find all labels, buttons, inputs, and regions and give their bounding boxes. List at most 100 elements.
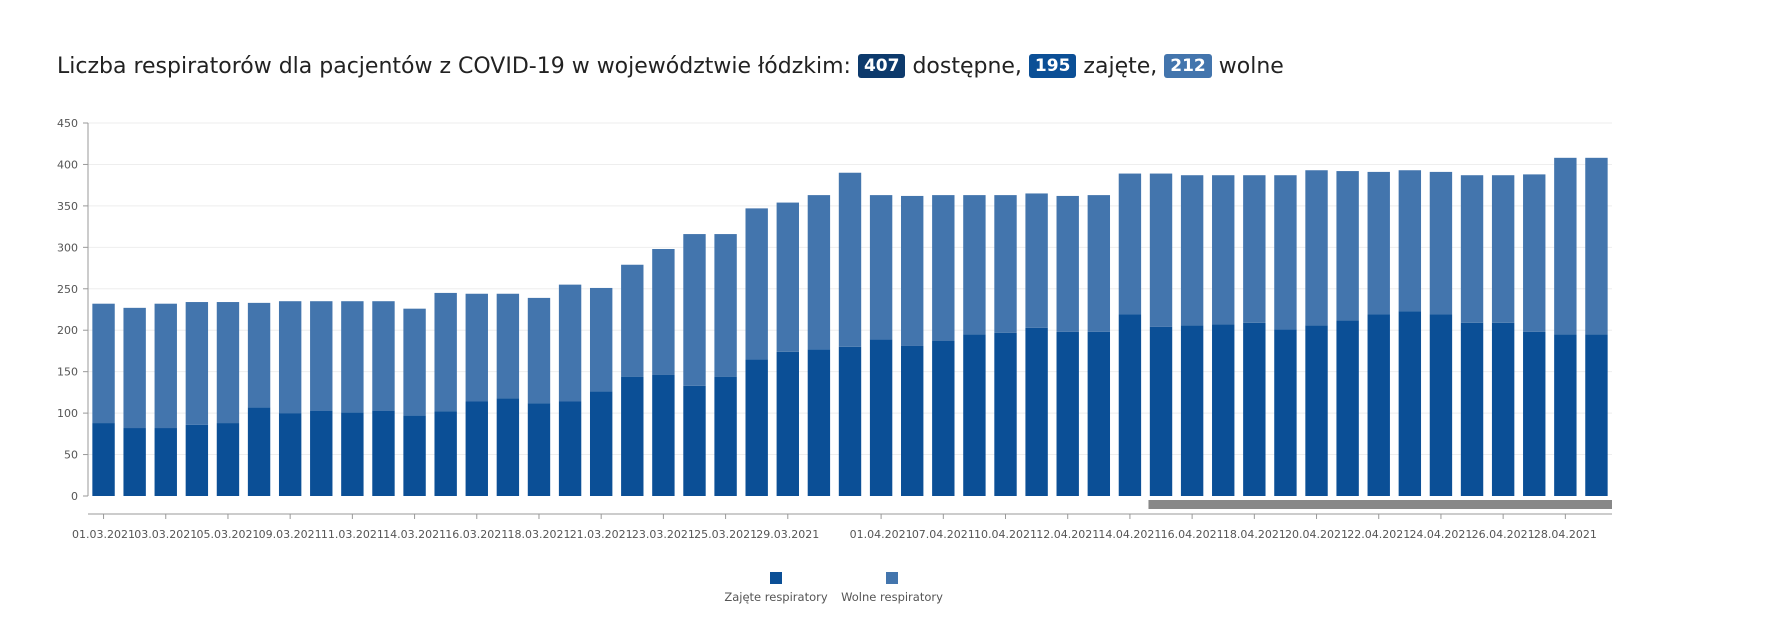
bar-free	[1274, 175, 1297, 330]
x-tick-label: 22.04.2021	[1347, 528, 1410, 541]
bar-free	[1336, 171, 1359, 321]
bar-free	[963, 195, 986, 335]
free-label: wolne	[1218, 54, 1284, 79]
range-selection-bar	[1148, 500, 1612, 509]
bar-occupied	[310, 410, 333, 496]
x-tick-label: 03.03.2021	[134, 528, 197, 541]
y-tick-label: 350	[57, 200, 78, 213]
bar-occupied	[1429, 314, 1453, 496]
chart-title: Liczba respiratorów dla pacjentów z COVI…	[57, 52, 1284, 82]
bar-occupied	[434, 411, 457, 496]
bar-occupied	[1118, 314, 1142, 496]
bar-occupied	[496, 398, 520, 496]
bar-free	[465, 293, 488, 402]
bar-occupied	[1585, 334, 1608, 496]
bar-occupied	[1305, 325, 1328, 496]
y-tick-label: 100	[57, 407, 78, 420]
bar-free	[1212, 175, 1235, 325]
bar-free	[901, 195, 924, 346]
bar-occupied	[1523, 331, 1546, 496]
legend-swatch	[770, 572, 782, 584]
x-tick-label: 29.03.2021	[756, 528, 819, 541]
x-tick-label: 24.04.2021	[1409, 528, 1472, 541]
bar-free	[776, 202, 799, 352]
title-prefix: Liczba respiratorów dla pacjentów z COVI…	[57, 54, 851, 79]
bar-free	[1523, 174, 1546, 332]
bar-free	[745, 208, 768, 360]
bar-free	[247, 302, 271, 408]
bar-occupied	[1212, 324, 1235, 496]
bar-occupied	[1087, 331, 1111, 496]
bar-free	[527, 297, 551, 404]
bar-free	[1305, 170, 1328, 326]
legend-label: Zajęte respiratory	[724, 590, 828, 604]
x-tick-label: 26.04.2021	[1472, 528, 1535, 541]
bar-occupied	[714, 376, 737, 496]
x-tick-label: 05.03.2021	[196, 528, 259, 541]
bar-occupied	[527, 403, 551, 496]
bar-free	[589, 287, 613, 392]
x-tick-label: 21.03.2021	[570, 528, 633, 541]
bar-occupied	[1243, 322, 1266, 496]
bar-occupied	[1460, 322, 1484, 496]
bar-free	[496, 293, 520, 399]
bar-free	[1460, 175, 1484, 323]
x-tick-label: 18.04.2021	[1223, 528, 1286, 541]
bar-occupied	[1056, 331, 1079, 496]
bar-free	[1025, 193, 1048, 328]
bar-free	[1367, 171, 1390, 315]
bar-occupied	[185, 424, 209, 496]
bar-free	[216, 302, 240, 424]
bar-free	[621, 264, 644, 377]
bar-occupied	[216, 423, 240, 496]
bar-free	[341, 301, 364, 413]
bar-occupied	[1274, 329, 1297, 496]
x-tick-label: 20.04.2021	[1285, 528, 1348, 541]
bar-occupied	[963, 334, 986, 496]
bar-occupied	[558, 401, 582, 496]
x-tick-label: 12.04.2021	[1036, 528, 1099, 541]
x-tick-label: 11.03.2021	[321, 528, 384, 541]
bar-occupied	[932, 340, 955, 496]
x-tick-label: 23.03.2021	[632, 528, 695, 541]
bar-free	[372, 301, 395, 411]
bar-free	[932, 195, 955, 341]
bar-free	[1180, 175, 1204, 326]
bar-free	[714, 234, 737, 377]
bar-free	[185, 302, 209, 425]
bar-occupied	[154, 428, 177, 496]
x-tick-label: 01.03.2021	[72, 528, 135, 541]
bar-occupied	[589, 391, 613, 496]
bar-free	[310, 301, 333, 411]
bar-occupied	[1149, 326, 1173, 496]
bar-free	[1585, 157, 1608, 335]
x-tick-label: 16.04.2021	[1161, 528, 1224, 541]
bar-occupied	[994, 332, 1017, 496]
available-label: dostępne,	[912, 54, 1022, 79]
bar-free	[1398, 170, 1422, 312]
bar-occupied	[1367, 314, 1390, 496]
bar-occupied	[1336, 320, 1359, 496]
bar-free	[403, 308, 426, 416]
bar-occupied	[652, 374, 675, 496]
x-tick-label: 25.03.2021	[694, 528, 757, 541]
x-tick-label: 07.04.2021	[912, 528, 975, 541]
x-tick-label: 10.04.2021	[974, 528, 1037, 541]
y-tick-label: 300	[57, 241, 78, 254]
bar-occupied	[838, 346, 862, 496]
bar-free	[1056, 195, 1079, 332]
free-count-badge: 212	[1164, 54, 1212, 78]
bar-occupied	[372, 410, 395, 496]
bar-occupied	[621, 376, 644, 496]
bar-free	[838, 172, 862, 347]
bar-free	[1491, 175, 1515, 323]
bar-occupied	[341, 412, 364, 496]
x-tick-label: 14.03.2021	[383, 528, 446, 541]
bar-occupied	[1491, 322, 1515, 496]
bar-free	[154, 303, 177, 429]
legend-label: Wolne respiratory	[841, 590, 943, 604]
x-tick-label: 16.03.2021	[445, 528, 508, 541]
y-tick-label: 150	[57, 366, 78, 379]
bar-occupied	[1025, 327, 1048, 496]
